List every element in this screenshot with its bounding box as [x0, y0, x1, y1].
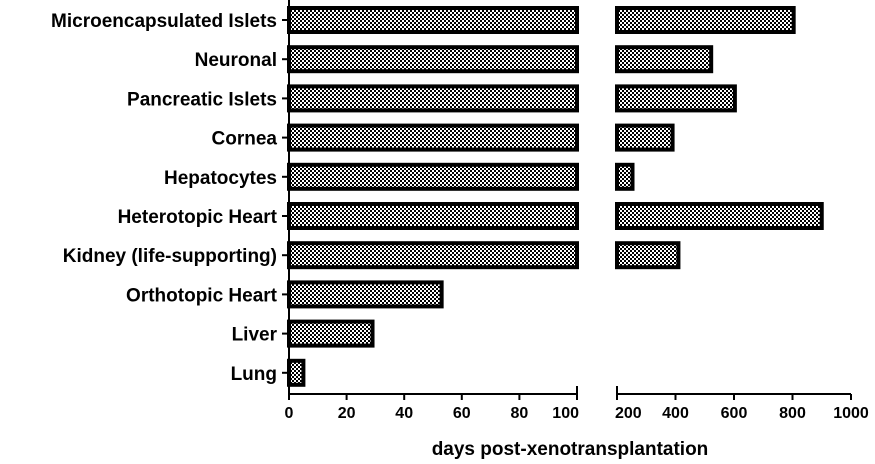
bar-upper-segment: [615, 202, 824, 230]
category-label: Orthotopic Heart: [126, 285, 278, 306]
x-tick-label: 100: [552, 405, 579, 422]
x-axis-title: days post-xenotransplantation: [432, 439, 709, 460]
bar: [287, 280, 444, 309]
axis-break-gap: [579, 0, 615, 392]
x-tick-label: 600: [721, 405, 748, 422]
category-label: Hepatocytes: [164, 168, 277, 189]
bar: [287, 358, 306, 387]
bars: [287, 0, 824, 392]
category-label: Pancreatic Islets: [127, 89, 277, 110]
bar: [287, 123, 579, 152]
x-tick-label: 0: [285, 405, 294, 422]
x-axis: 0 20 40 60 80 100 200 400 600 800 1000: [285, 386, 869, 422]
x-tick-label: 400: [662, 405, 689, 422]
category-label: Kidney (life-supporting): [63, 246, 277, 267]
category-label: Microencapsulated Islets: [51, 11, 277, 32]
x-tick-label: 80: [511, 405, 529, 422]
category-label: Cornea: [212, 129, 278, 150]
bar-upper-segment: [615, 123, 675, 152]
bar-upper-segment: [615, 6, 796, 34]
category-label: Lung: [231, 364, 277, 385]
category-label: Neuronal: [195, 50, 277, 71]
bar: [287, 84, 579, 113]
bar: [287, 241, 579, 270]
bar: [287, 6, 579, 34]
category-label: Heterotopic Heart: [118, 207, 278, 228]
bar-upper-segment: [615, 241, 681, 270]
y-axis: Microencapsulated Islets Neuronal Pancreat…: [51, 0, 290, 394]
bar-upper-segment: [615, 45, 714, 74]
x-tick-label: 40: [395, 405, 413, 422]
bar: [287, 319, 375, 348]
bar: [287, 45, 579, 74]
bar-upper-segment: [615, 162, 635, 191]
bar: [287, 202, 579, 230]
x-tick-label: 1000: [833, 405, 869, 422]
bar: [287, 162, 579, 191]
x-tick-label: 800: [779, 405, 806, 422]
category-label: Liver: [232, 325, 278, 346]
x-tick-label: 60: [453, 405, 471, 422]
x-tick-label: 200: [615, 405, 642, 422]
bar-upper-segment: [615, 84, 737, 113]
x-tick-label: 20: [338, 405, 356, 422]
